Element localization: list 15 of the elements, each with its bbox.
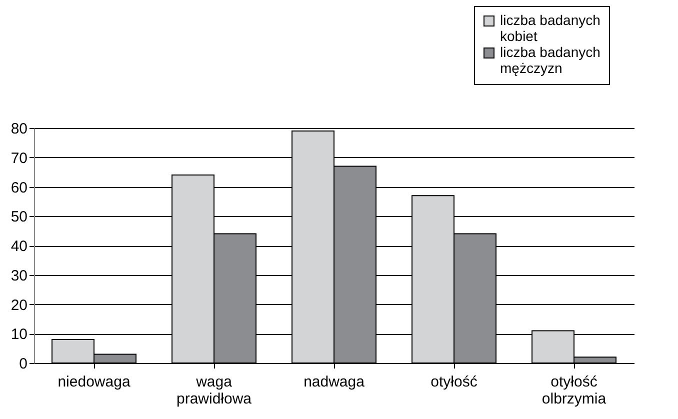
y-tick-label: 0	[19, 356, 28, 372]
x-tick-label: waga prawidłowa	[176, 374, 252, 408]
y-tick-label: 40	[10, 238, 28, 255]
x-tick-label: otyłość	[430, 374, 478, 390]
x-tick-label: otyłość olbrzymia	[542, 374, 607, 408]
x-tick-label: niedowaga	[58, 374, 131, 390]
y-tick-label: 10	[10, 326, 28, 344]
y-tick-label: 30	[10, 267, 28, 284]
y-tick-label: 70	[10, 150, 28, 167]
legend-label: liczba badanych mężczyzn	[500, 44, 600, 76]
y-tick-label: 20	[10, 296, 28, 314]
y-tick-label: 60	[10, 179, 28, 196]
x-tick-label: nadwaga	[304, 374, 366, 390]
y-tick-label: 80	[10, 120, 28, 138]
y-tick-label: 50	[10, 208, 28, 226]
